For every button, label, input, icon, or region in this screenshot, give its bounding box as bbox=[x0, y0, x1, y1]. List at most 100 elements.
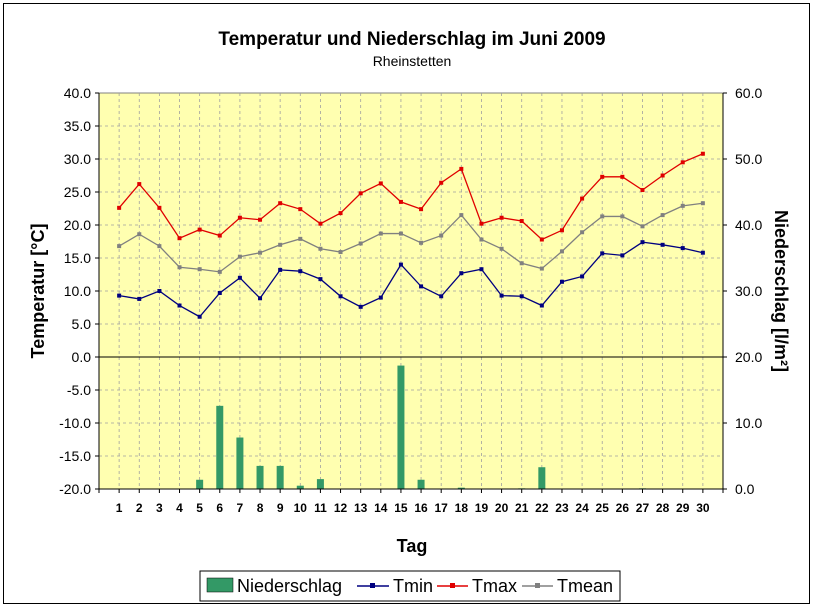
x-tick-label: 30 bbox=[696, 501, 710, 515]
y2-tick-label: 30.0 bbox=[735, 283, 762, 299]
point-tmean-day-28 bbox=[660, 213, 665, 218]
point-tmin-day-9 bbox=[278, 267, 283, 272]
y-axis-title: Temperatur [°C] bbox=[28, 224, 48, 359]
point-tmax-day-12 bbox=[338, 211, 343, 216]
point-tmin-day-1 bbox=[117, 293, 122, 298]
point-tmax-day-21 bbox=[519, 219, 524, 224]
x-tick-label: 13 bbox=[354, 501, 368, 515]
y-tick-label: -5.0 bbox=[67, 382, 91, 398]
point-tmax-day-11 bbox=[318, 221, 323, 226]
point-tmean-day-23 bbox=[559, 249, 564, 254]
bar-niederschlag-day-10 bbox=[296, 485, 304, 489]
x-tick-label: 27 bbox=[636, 501, 650, 515]
y2-tick-label: 20.0 bbox=[735, 349, 762, 365]
point-tmean-day-8 bbox=[258, 250, 263, 255]
y2-axis-title: Niederschlag [l/m²] bbox=[771, 210, 791, 372]
point-tmin-day-22 bbox=[539, 303, 544, 308]
bar-niederschlag-day-6 bbox=[216, 405, 224, 489]
point-tmean-day-20 bbox=[499, 246, 504, 251]
point-tmax-day-13 bbox=[358, 191, 363, 196]
point-tmin-day-16 bbox=[419, 284, 424, 289]
x-tick-label: 2 bbox=[136, 501, 143, 515]
point-tmean-day-15 bbox=[398, 231, 403, 236]
x-tick-label: 12 bbox=[334, 501, 348, 515]
x-tick-label: 3 bbox=[156, 501, 163, 515]
line-tmin bbox=[119, 241, 704, 318]
point-tmax-day-8 bbox=[258, 217, 263, 222]
chart-title: Temperatur und Niederschlag im Juni 2009 bbox=[218, 29, 605, 50]
point-tmin-day-27 bbox=[640, 240, 645, 245]
point-tmax-day-2 bbox=[137, 182, 142, 187]
y-tick-label: 0.0 bbox=[72, 349, 92, 365]
point-tmax-day-1 bbox=[117, 205, 122, 210]
x-axis-ticks: 1 2 3 4 5 6 7 8 9 10 11 12 13 14 15 16 17 18 19 20 21 22 23 24 2… bbox=[98, 488, 724, 515]
y-tick-label: 35.0 bbox=[64, 118, 91, 134]
point-tmean-day-5 bbox=[197, 267, 202, 272]
chart-subtitle: Rheinstetten bbox=[373, 53, 452, 69]
point-tmean-day-30 bbox=[700, 201, 705, 206]
point-tmax-day-25 bbox=[600, 174, 605, 179]
y2-tick-label: 10.0 bbox=[735, 415, 762, 431]
x-tick-label: 20 bbox=[495, 501, 509, 515]
point-tmean-day-29 bbox=[680, 203, 685, 208]
point-tmax-day-3 bbox=[157, 205, 162, 210]
x-tick-label: 9 bbox=[277, 501, 284, 515]
bar-niederschlag-day-11 bbox=[316, 479, 324, 489]
x-tick-label: 10 bbox=[294, 501, 308, 515]
point-tmax-day-28 bbox=[660, 173, 665, 178]
x-tick-label: 17 bbox=[435, 501, 449, 515]
point-tmean-day-2 bbox=[137, 232, 142, 237]
point-tmin-day-18 bbox=[459, 271, 464, 276]
point-tmin-day-15 bbox=[398, 262, 403, 267]
point-tmin-day-6 bbox=[217, 290, 222, 295]
y-tick-label: -10.0 bbox=[59, 415, 91, 431]
x-tick-label: 19 bbox=[475, 501, 489, 515]
x-tick-label: 22 bbox=[535, 501, 549, 515]
point-tmin-day-12 bbox=[338, 294, 343, 299]
bar-series-niederschlag bbox=[196, 365, 646, 490]
point-tmin-day-11 bbox=[318, 277, 323, 282]
x-axis-title: Tag bbox=[397, 536, 428, 556]
chart: Temperatur und Niederschlag im Juni 2009… bbox=[28, 29, 791, 602]
point-tmin-day-5 bbox=[197, 314, 202, 319]
point-tmean-day-12 bbox=[338, 250, 343, 255]
x-tick-label: 11 bbox=[314, 501, 327, 515]
bar-niederschlag-day-7 bbox=[236, 437, 244, 489]
point-tmax-day-7 bbox=[237, 215, 242, 220]
point-tmax-day-14 bbox=[378, 181, 383, 186]
point-tmin-day-29 bbox=[680, 246, 685, 251]
point-tmax-day-4 bbox=[177, 236, 182, 241]
point-tmean-day-4 bbox=[177, 265, 182, 270]
y-tick-label: 25.0 bbox=[64, 184, 91, 200]
y-tick-label: 30.0 bbox=[64, 151, 91, 167]
legend-label-niederschlag: Niederschlag bbox=[237, 576, 342, 596]
point-tmax-day-23 bbox=[559, 228, 564, 233]
point-tmean-day-3 bbox=[157, 244, 162, 249]
point-tmin-day-3 bbox=[157, 289, 162, 293]
point-tmean-day-1 bbox=[117, 244, 122, 249]
legend-marker-tmax bbox=[450, 583, 455, 588]
point-tmax-day-27 bbox=[640, 188, 645, 193]
y2-tick-label: 40.0 bbox=[735, 217, 762, 233]
legend-label-tmax: Tmax bbox=[472, 576, 517, 596]
bar-niederschlag-day-5 bbox=[196, 479, 204, 489]
point-tmean-day-7 bbox=[237, 254, 242, 259]
bar-niederschlag-day-9 bbox=[276, 465, 284, 489]
point-tmean-day-25 bbox=[600, 214, 605, 219]
legend-label-tmin: Tmin bbox=[393, 576, 433, 596]
x-tick-label: 29 bbox=[676, 501, 690, 515]
x-tick-label: 26 bbox=[616, 501, 630, 515]
x-tick-label: 24 bbox=[575, 501, 589, 515]
point-tmean-day-13 bbox=[358, 241, 363, 246]
point-tmax-day-15 bbox=[398, 199, 403, 204]
point-tmin-day-19 bbox=[479, 267, 484, 272]
point-tmax-day-29 bbox=[680, 160, 685, 165]
y-tick-label: 10.0 bbox=[64, 283, 91, 299]
bar-niederschlag-day-22 bbox=[538, 467, 546, 489]
y-tick-label: 20.0 bbox=[64, 217, 91, 233]
legend-label-tmean: Tmean bbox=[557, 576, 613, 596]
point-tmax-day-26 bbox=[620, 174, 625, 179]
x-tick-label: 25 bbox=[596, 501, 610, 515]
point-tmean-day-14 bbox=[378, 231, 383, 236]
bar-niederschlag-day-8 bbox=[256, 465, 264, 489]
